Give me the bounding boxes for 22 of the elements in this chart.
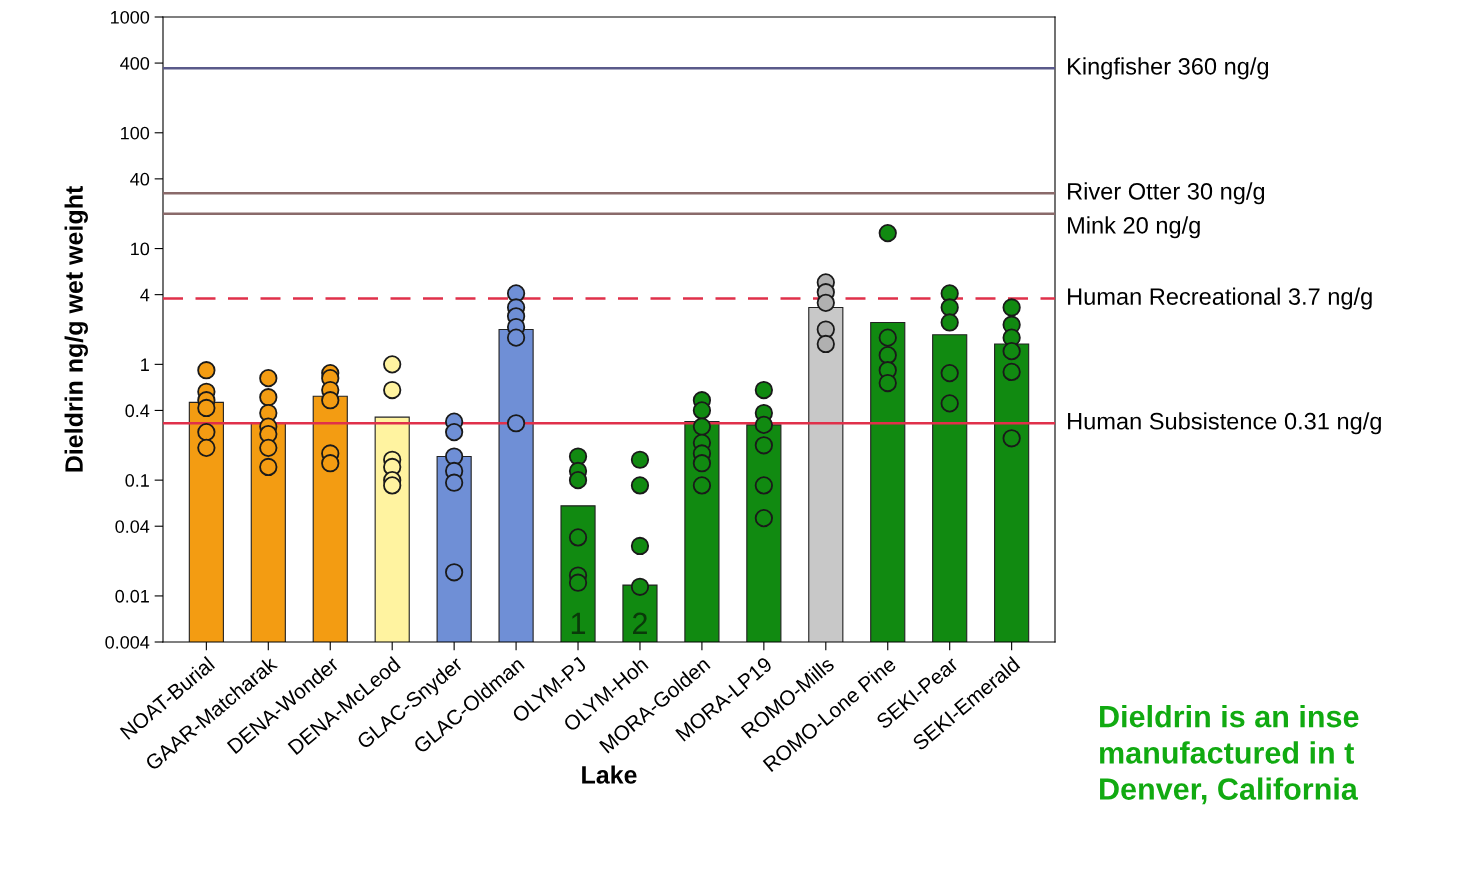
y-tick-label: 0.01 — [115, 589, 149, 603]
y-tick-label: 40 — [130, 172, 150, 186]
annotation: 2 — [633, 612, 647, 634]
ref-line-label: Human Subsistence 0.31 ng/g — [1068, 412, 1381, 435]
annotation: 1 — [571, 612, 586, 634]
y-tick-label: 10 — [131, 242, 150, 256]
ref-line-label: Mink 20 ng/g — [1068, 216, 1200, 239]
ref-line-label: River Otter 30 ng/g — [1068, 182, 1265, 205]
y-tick-label: 400 — [120, 57, 150, 70]
y-tick-label: 4 — [140, 288, 150, 302]
y-tick-label: 0.4 — [125, 404, 150, 418]
y-tick-label: 0.04 — [115, 520, 150, 533]
ref-line-label: Human Recreational 3.7 ng/g — [1068, 287, 1372, 310]
y-tick-label: 0.1 — [125, 474, 149, 487]
y-tick-label: 1000 — [111, 10, 150, 24]
x-axis-title: Lake — [582, 765, 637, 784]
y-axis-title: Dieldrin ng/g wet weight — [64, 186, 88, 472]
y-tick-label: 100 — [121, 126, 150, 140]
ref-line-label: Kingfisher 360 ng/g — [1068, 57, 1269, 80]
y-tick-label: 1 — [141, 358, 149, 371]
text: Dieldrin is an inse manufactured in t Denver, California — [1100, 705, 1359, 805]
y-tick-label: 0.004 — [105, 635, 150, 649]
